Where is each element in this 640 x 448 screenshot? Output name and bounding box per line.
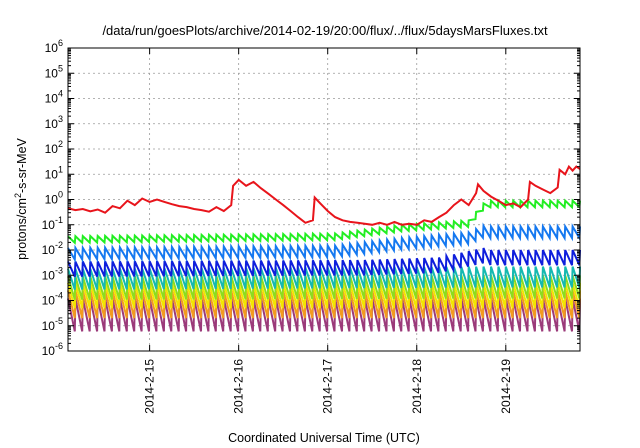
x-axis-label: Coordinated Universal Time (UTC)	[228, 431, 420, 445]
y-tick-label: 105	[45, 63, 63, 80]
series-line-1	[67, 164, 581, 226]
y-tick-label: 10-3	[42, 265, 63, 282]
series-line-5	[67, 266, 581, 290]
x-axis: 2014-2-15 2014-2-16 2014-2-17 2014-2-18 2014…	[143, 48, 513, 414]
x-tick-label: 2014-2-16	[232, 359, 246, 414]
y-tick-label: 106	[45, 38, 63, 55]
y-tick-label: 104	[45, 89, 63, 106]
series-layer	[67, 164, 581, 332]
x-tick-label: 2014-2-19	[499, 359, 513, 414]
series-line-9	[67, 298, 581, 332]
series-line-6	[67, 275, 581, 300]
x-tick-label: 2014-2-18	[410, 359, 424, 414]
y-tick-label: 103	[45, 114, 63, 131]
y-tick-label: 102	[45, 139, 63, 156]
series-line-2	[67, 198, 581, 245]
y-tick-label: 10-1	[42, 215, 63, 232]
y-tick-label: 101	[45, 164, 63, 181]
y-axis: 10-6 10-5 10-4 10-3 10-2 10-1 100 101 102 103 104 1…	[42, 38, 580, 358]
x-tick-label: 2014-2-17	[321, 359, 335, 414]
y-axis-label: protons/cm2-s-sr-MeV	[13, 137, 29, 259]
y-tick-label: 10-6	[42, 341, 63, 358]
y-tick-label: 10-2	[42, 240, 63, 257]
grid-lines	[68, 48, 580, 351]
chart-title: /data/run/goesPlots/archive/2014-02-19/2…	[102, 23, 548, 38]
series-line-3	[67, 222, 581, 263]
series-line-7	[67, 282, 581, 309]
x-tick-label: 2014-2-15	[143, 359, 157, 414]
y-tick-label: 100	[45, 190, 63, 207]
y-tick-label: 10-4	[42, 291, 63, 308]
series-line-8	[67, 290, 581, 319]
series-line-4	[67, 247, 581, 278]
y-tick-label: 10-5	[42, 316, 63, 333]
